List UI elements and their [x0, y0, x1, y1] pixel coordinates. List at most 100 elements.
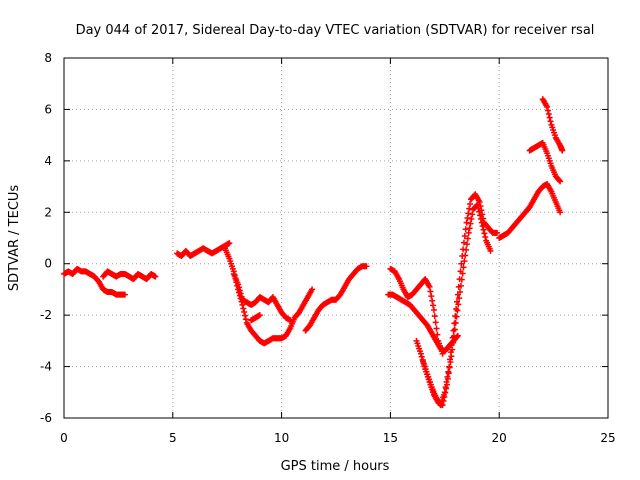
data-point: [235, 281, 242, 288]
data-point: [480, 215, 487, 222]
data-point: [544, 103, 551, 110]
y-axis-label: SDTVAR / TECUs: [7, 185, 22, 292]
y-tick-labels: -6 -4 -2 0 2 4 6 8: [40, 51, 52, 425]
y-tick-label: 0: [44, 257, 52, 271]
data-point: [453, 298, 460, 305]
data-point: [427, 288, 434, 295]
y-tick-label: 8: [44, 51, 52, 65]
data-series: [526, 139, 564, 185]
data-point: [454, 291, 461, 298]
data-point: [241, 309, 248, 316]
data-point: [461, 232, 468, 239]
data-series: [100, 268, 159, 283]
data-point: [430, 307, 437, 313]
data-point: [287, 317, 294, 324]
y-tick-label: -2: [40, 308, 52, 322]
data-point: [363, 263, 370, 270]
data-series: [302, 263, 370, 334]
x-tick-label: 20: [492, 431, 507, 445]
data-point: [465, 229, 472, 236]
data-point: [239, 301, 246, 308]
data-point: [480, 226, 487, 233]
data-series: [496, 181, 564, 241]
data-point: [465, 210, 472, 217]
data-series: [420, 191, 501, 409]
x-tick-label: 0: [60, 431, 68, 445]
data-point: [452, 313, 459, 320]
data-point: [434, 331, 441, 338]
x-tick-labels: 0 5 10 15 20 25: [60, 431, 615, 445]
data-point: [443, 379, 450, 385]
data-point: [455, 283, 462, 290]
data-point: [463, 241, 470, 248]
data-point: [226, 240, 233, 247]
data-series: [174, 240, 233, 259]
grid-lines: [64, 58, 608, 418]
data-point: [481, 230, 488, 237]
y-tick-label: -6: [40, 411, 52, 425]
data-point: [461, 258, 468, 265]
data-series: [539, 96, 566, 154]
y-tick-label: 4: [44, 154, 52, 168]
data-point: [460, 264, 467, 271]
data-point: [463, 219, 470, 226]
data-point: [446, 363, 453, 370]
data-series: [230, 271, 294, 324]
data-point: [453, 305, 460, 312]
data-point: [428, 293, 435, 300]
data-series: [248, 312, 263, 324]
data-point: [464, 235, 471, 242]
data-point: [418, 353, 425, 360]
data-point: [544, 107, 551, 114]
data-point: [237, 290, 244, 297]
data-point: [459, 253, 466, 259]
data-point: [431, 313, 438, 320]
data-point: [469, 211, 476, 218]
data-point: [432, 319, 439, 326]
data-point: [462, 226, 469, 233]
chart-title: Day 044 of 2017, Sidereal Day-to-day VTE…: [76, 23, 595, 38]
data-point: [467, 220, 474, 227]
data-point: [447, 349, 454, 356]
data-point: [456, 295, 463, 302]
data-point: [458, 260, 465, 267]
data-point: [235, 284, 242, 291]
data-point: [442, 384, 449, 391]
data-point: [478, 207, 485, 214]
data-point: [240, 305, 247, 312]
data-point: [466, 225, 473, 232]
x-axis-label: GPS time / hours: [281, 459, 390, 474]
data-point: [460, 246, 467, 253]
data-point: [309, 286, 316, 293]
data-point: [557, 209, 564, 216]
x-tick-label: 15: [383, 431, 398, 445]
data-point: [456, 276, 463, 283]
data-point: [476, 199, 483, 205]
data-point: [242, 316, 249, 323]
data-point: [468, 215, 475, 222]
plot-frame: [63, 57, 609, 419]
data-point: [445, 368, 452, 375]
x-tick-label: 25: [600, 431, 615, 445]
y-tick-label: 2: [44, 205, 52, 219]
data-point: [444, 373, 451, 380]
data-point: [556, 177, 563, 184]
x-tick-label: 10: [274, 431, 289, 445]
data-points: [61, 96, 566, 409]
data-series: [61, 265, 128, 298]
data-point: [433, 325, 440, 332]
data-point: [447, 356, 454, 363]
data-point: [429, 297, 436, 304]
data-series: [387, 265, 446, 357]
data-point: [559, 147, 566, 154]
data-point: [417, 350, 424, 357]
data-point: [448, 341, 455, 348]
y-tick-label: 6: [44, 102, 52, 116]
data-point: [242, 312, 249, 319]
data-point: [451, 320, 458, 327]
data-point: [256, 312, 263, 319]
data-point: [557, 178, 564, 185]
data-point: [426, 283, 433, 290]
data-point: [121, 291, 128, 298]
